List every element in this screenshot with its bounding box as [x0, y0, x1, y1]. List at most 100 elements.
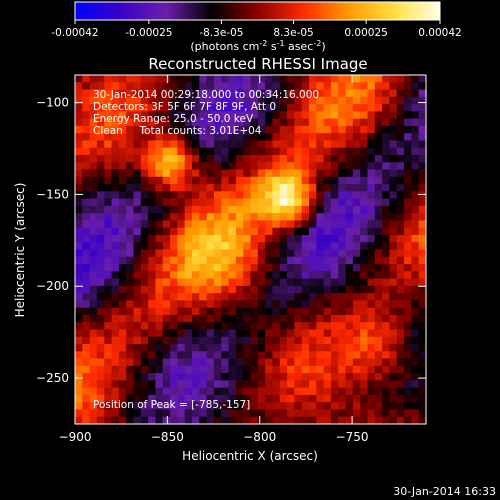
heatmap-cell [96, 176, 105, 185]
heatmap-cell [265, 387, 274, 396]
heatmap-cell [206, 220, 215, 229]
heatmap-cell [257, 205, 266, 214]
heatmap-cell [330, 380, 339, 389]
heatmap-cell [272, 300, 281, 309]
heatmap-cell [374, 387, 383, 396]
heatmap-cell [265, 314, 274, 323]
heatmap-cell [184, 198, 193, 207]
heatmap-cell [316, 344, 325, 352]
heatmap-cell [75, 118, 83, 127]
heatmap-cell [330, 358, 339, 367]
heatmap-cell [352, 227, 361, 236]
heatmap-cell [418, 169, 426, 178]
heatmap-cell [330, 82, 339, 91]
heatmap-cell [367, 293, 376, 301]
heatmap-cell [301, 213, 310, 222]
heatmap-cell [213, 307, 222, 316]
heatmap-cell [382, 358, 391, 367]
heatmap-cell [192, 184, 200, 192]
heatmap-cell [250, 234, 259, 243]
heatmap-cell [352, 176, 361, 185]
heatmap-cell [250, 387, 259, 396]
heatmap-cell [338, 409, 347, 418]
heatmap-cell [111, 271, 120, 280]
heatmap-cell [126, 169, 135, 178]
heatmap-cell [360, 227, 369, 236]
heatmap-cell [250, 162, 259, 171]
heatmap-cell [404, 271, 412, 280]
heatmap-cell [360, 314, 369, 323]
heatmap-cell [155, 176, 164, 185]
heatmap-cell [104, 242, 113, 251]
heatmap-cell [192, 264, 200, 272]
heatmap-cell [323, 358, 332, 367]
heatmap-cell [184, 220, 193, 229]
heatmap-cell [309, 344, 317, 352]
heatmap-cell [330, 176, 339, 185]
heatmap-cell [265, 278, 274, 287]
heatmap-cell [213, 162, 222, 171]
heatmap-cell [184, 140, 193, 149]
heatmap-cell [330, 213, 339, 222]
heatmap-cell [170, 227, 178, 236]
heatmap-cell [206, 82, 215, 91]
heatmap-cell [367, 140, 376, 149]
heatmap-cell [287, 416, 295, 424]
heatmap-cell [192, 307, 200, 316]
heatmap-cell [148, 96, 157, 105]
heatmap-cell [133, 191, 142, 200]
heatmap-cell [148, 402, 157, 411]
heatmap-cell [338, 154, 347, 163]
heatmap-cell [404, 293, 412, 301]
heatmap-cell [192, 365, 200, 374]
heatmap-cell [243, 242, 252, 251]
heatmap-cell [206, 278, 215, 287]
heatmap-cell [96, 184, 105, 192]
heatmap-cell [170, 96, 178, 105]
heatmap-cell [404, 82, 412, 91]
heatmap-cell [96, 220, 105, 229]
heatmap-cell [206, 169, 215, 178]
heatmap-cell [126, 176, 135, 185]
heatmap-cell [228, 82, 237, 91]
heatmap-cell [309, 394, 317, 403]
heatmap-cell [287, 387, 295, 396]
heatmap-cell [213, 118, 222, 127]
heatmap-cell [228, 96, 237, 105]
heatmap-cell [265, 162, 274, 171]
heatmap-cell [104, 147, 113, 156]
heatmap-cell [265, 96, 274, 105]
heatmap-cell [148, 264, 157, 272]
heatmap-cell [213, 147, 222, 156]
heatmap-cell [316, 387, 325, 396]
heatmap-cell [345, 220, 354, 229]
heatmap-cell [243, 234, 252, 243]
heatmap-cell [411, 82, 420, 91]
heatmap-cell [382, 184, 391, 192]
heatmap-cell [118, 402, 127, 411]
heatmap-cell [360, 307, 369, 316]
heatmap-cell [367, 249, 376, 258]
heatmap-cell [338, 89, 347, 98]
heatmap-cell [279, 344, 288, 352]
heatmap-cell [257, 176, 266, 185]
heatmap-cell [221, 176, 230, 185]
heatmap-cell [389, 147, 398, 156]
heatmap-cell [301, 176, 310, 185]
heatmap-cell [89, 394, 98, 403]
heatmap-cell [170, 300, 178, 309]
heatmap-cell [389, 402, 398, 411]
heatmap-cell [389, 358, 398, 367]
heatmap-cell [309, 191, 317, 200]
heatmap-cell [206, 307, 215, 316]
heatmap-cell [323, 293, 332, 301]
heatmap-cell [104, 205, 113, 214]
heatmap-cell [126, 336, 135, 345]
heatmap-cell [411, 380, 420, 389]
heatmap-cell [140, 293, 149, 301]
heatmap-cell [389, 264, 398, 272]
heatmap-cell [126, 75, 135, 83]
heatmap-cell [382, 329, 391, 338]
heatmap-cell [250, 118, 259, 127]
heatmap-cell [257, 329, 266, 338]
